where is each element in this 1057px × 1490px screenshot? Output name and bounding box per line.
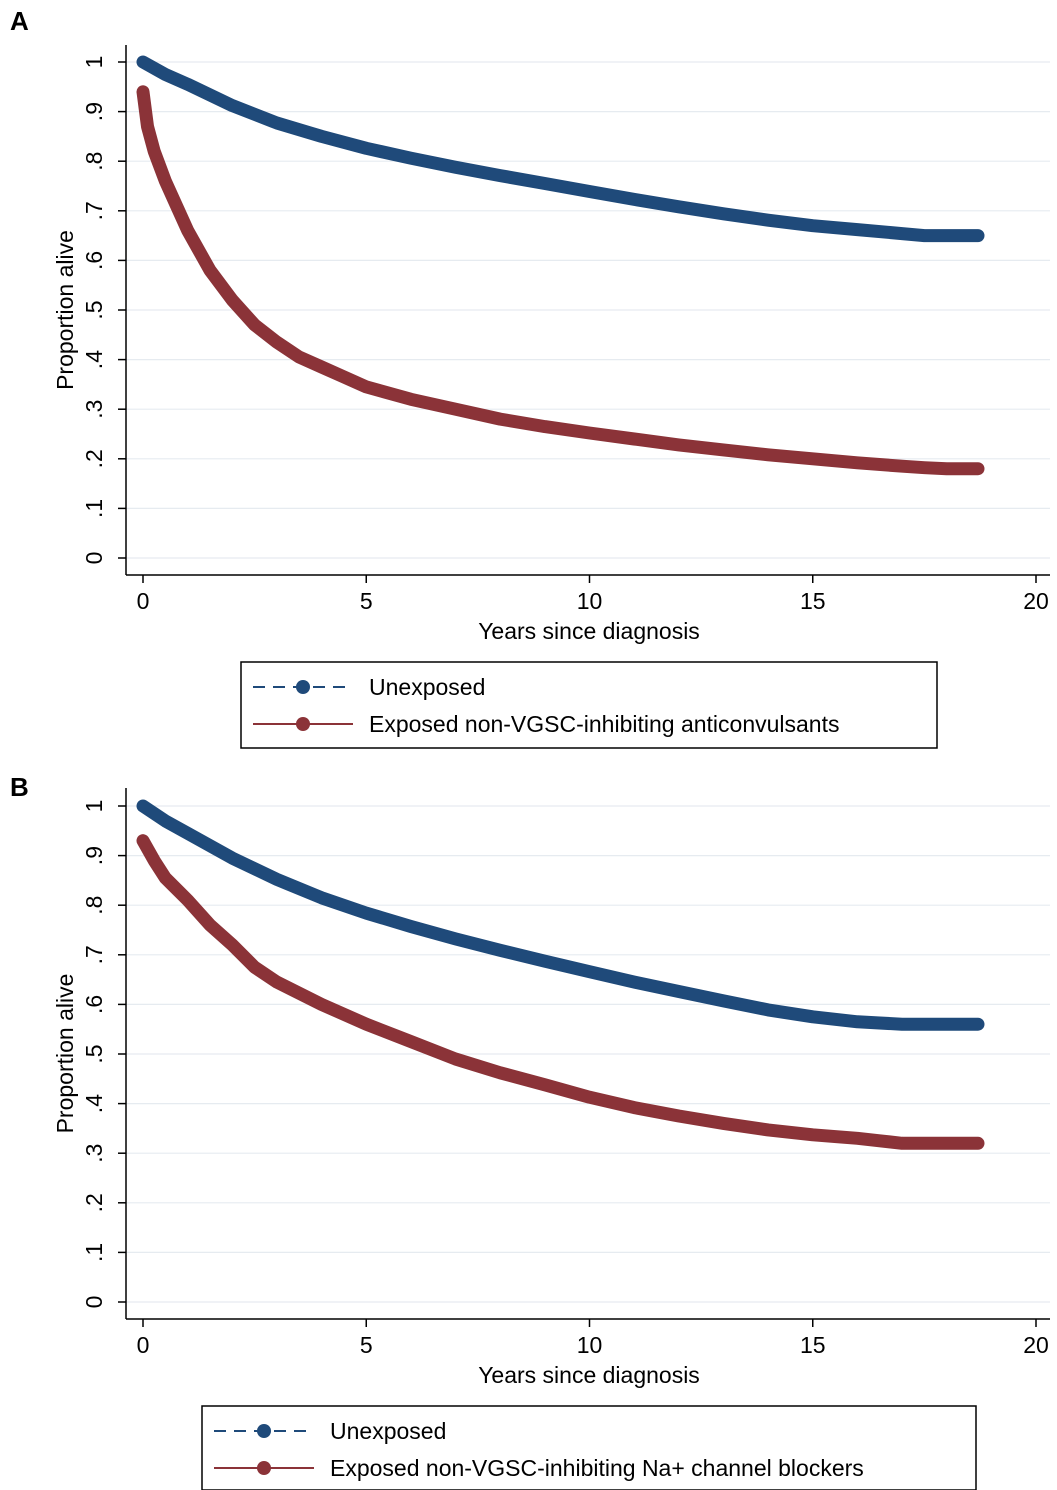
legend-marker-0 — [257, 1424, 271, 1438]
y-tick-label: .3 — [81, 1144, 107, 1163]
legend-label-0: Unexposed — [330, 1418, 446, 1444]
panel-label: A — [10, 6, 29, 36]
y-tick-label: .1 — [81, 1243, 107, 1262]
y-tick-label: 0 — [81, 552, 107, 565]
legend-label-1: Exposed non-VGSC-inhibiting anticonvulsa… — [369, 711, 840, 737]
y-tick-label: .9 — [81, 846, 107, 865]
x-tick-label: 10 — [577, 588, 603, 614]
y-tick-label: .5 — [81, 1044, 107, 1063]
y-tick-label: .6 — [81, 251, 107, 270]
y-tick-label: .1 — [81, 499, 107, 518]
x-tick-label: 5 — [360, 588, 373, 614]
x-tick-label: 10 — [577, 1332, 603, 1358]
legend-marker-1 — [296, 717, 310, 731]
x-tick-label: 15 — [800, 588, 826, 614]
legend-label-0: Unexposed — [369, 674, 485, 700]
series-line-0 — [136, 799, 985, 1031]
y-tick-label: .5 — [81, 300, 107, 319]
y-tick-label: .2 — [81, 449, 107, 468]
y-tick-label: .6 — [81, 995, 107, 1014]
x-tick-label: 0 — [137, 1332, 150, 1358]
x-tick-label: 5 — [360, 1332, 373, 1358]
y-tick-label: .9 — [81, 102, 107, 121]
y-tick-label: .4 — [81, 350, 107, 369]
legend-marker-1 — [257, 1461, 271, 1475]
y-tick-label: .3 — [81, 400, 107, 419]
y-tick-label: .8 — [81, 152, 107, 171]
x-axis-title: Years since diagnosis — [478, 618, 700, 644]
legend-marker-0 — [296, 680, 310, 694]
y-tick-label: .7 — [81, 201, 107, 220]
y-axis-title: Proportion alive — [52, 974, 78, 1134]
y-tick-label: .7 — [81, 945, 107, 964]
x-tick-label: 0 — [137, 588, 150, 614]
series-line-1 — [136, 85, 985, 476]
series-line-1 — [136, 834, 985, 1150]
x-tick-label: 20 — [1023, 1332, 1049, 1358]
y-tick-label: .4 — [81, 1094, 107, 1113]
legend-box — [240, 661, 938, 749]
panel-label: B — [10, 772, 29, 802]
legend-box — [201, 1405, 977, 1490]
y-axis-title: Proportion alive — [52, 230, 78, 390]
legend-label-1: Exposed non-VGSC-inhibiting Na+ channel … — [330, 1455, 864, 1481]
series-line-0 — [136, 55, 985, 243]
x-tick-label: 15 — [800, 1332, 826, 1358]
y-tick-label: 1 — [81, 800, 107, 813]
y-tick-label: 1 — [81, 56, 107, 69]
y-tick-label: .2 — [81, 1193, 107, 1212]
x-tick-label: 20 — [1023, 588, 1049, 614]
y-tick-label: .8 — [81, 896, 107, 915]
y-tick-label: 0 — [81, 1296, 107, 1309]
x-axis-title: Years since diagnosis — [478, 1362, 700, 1388]
